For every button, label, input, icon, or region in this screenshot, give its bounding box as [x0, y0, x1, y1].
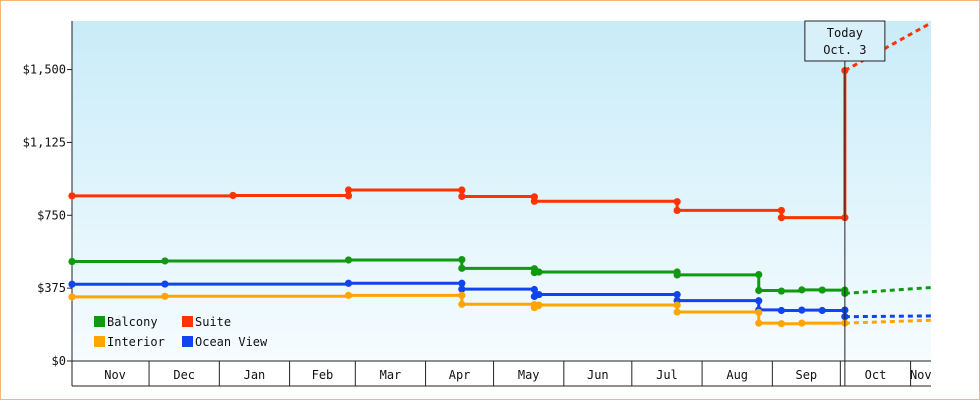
y-tick-label: $1,500: [23, 63, 66, 77]
ocean-view-data-point: [161, 280, 169, 288]
interior-data-point: [673, 308, 681, 316]
balcony-data-point: [458, 255, 466, 264]
balcony-data-point: [161, 257, 169, 265]
today-date-label: Oct. 3: [823, 43, 866, 57]
balcony-data-point: [818, 286, 826, 294]
ocean-view-data-point: [798, 306, 806, 314]
today-callout: [804, 20, 886, 62]
x-tick-label: Apr: [449, 368, 471, 382]
x-tick-label: Jul: [656, 368, 678, 382]
legend-swatch-interior: [94, 336, 105, 347]
suite-data-point: [673, 206, 681, 215]
balcony-data-point: [458, 264, 466, 272]
ocean-view-data-point: [68, 280, 76, 288]
x-tick-label: Nov: [910, 368, 932, 382]
interior-data-point: [535, 301, 543, 309]
today-label: Today: [827, 26, 863, 40]
suite-data-point: [344, 192, 353, 200]
x-tick-label: May: [518, 368, 540, 382]
x-tick-label: Sep: [795, 368, 817, 382]
legend-label-balcony: Balcony: [107, 315, 158, 329]
suite-data-point: [777, 206, 786, 215]
ocean-view-data-point: [344, 279, 353, 287]
legend-swatch-suite: [182, 316, 193, 327]
suite-data-point: [530, 197, 538, 205]
balcony-data-point: [777, 287, 786, 295]
suite-projection-line: [844, 21, 932, 72]
interior-data-point: [344, 291, 353, 299]
ocean-view-data-point: [777, 306, 786, 315]
y-tick-label: $375: [37, 281, 66, 295]
suite-data-point: [458, 186, 466, 194]
ocean-view-data-point: [535, 290, 543, 299]
balcony-data-point: [755, 270, 763, 279]
x-tick-label: Oct: [865, 368, 887, 382]
interior-data-point: [798, 319, 806, 327]
interior-data-point: [777, 320, 786, 328]
ocean-view-data-point: [458, 279, 466, 287]
suite-data-point: [673, 198, 681, 206]
ocean-view-data-point: [530, 285, 538, 294]
y-tick-label: $750: [37, 208, 66, 222]
x-tick-label: Mar: [380, 368, 402, 382]
interior-data-point: [458, 300, 466, 308]
suite-data-point: [68, 192, 76, 200]
balcony-data-point: [755, 286, 763, 295]
y-tick-label: $1,125: [23, 135, 66, 149]
legend-label-interior: Interior: [107, 335, 165, 349]
interior-data-point: [673, 301, 681, 309]
interior-data-point: [161, 292, 169, 300]
interior-data-point: [755, 319, 763, 327]
legend-swatch-ocean-view: [182, 336, 193, 347]
x-tick-label: Feb: [312, 368, 334, 382]
x-tick-label: Nov: [104, 368, 126, 382]
interior-data-point: [458, 291, 466, 299]
suite-data-point: [229, 191, 237, 200]
legend-label-ocean-view: Ocean View: [195, 335, 268, 349]
ocean-view-data-point: [458, 285, 466, 293]
interior-data-point: [755, 308, 763, 317]
balcony-data-point: [535, 268, 543, 276]
legend-swatch-balcony: [94, 316, 105, 327]
balcony-data-point: [68, 257, 76, 266]
x-tick-label: Jun: [587, 368, 609, 382]
legend-label-suite: Suite: [195, 315, 231, 329]
x-tick-label: Dec: [173, 368, 195, 382]
ocean-view-data-point: [818, 306, 826, 315]
balcony-data-point: [673, 271, 681, 279]
balcony-data-point: [344, 256, 353, 264]
ocean-view-data-point: [673, 290, 681, 299]
suite-data-point: [458, 192, 466, 201]
ocean-view-data-point: [755, 297, 763, 305]
interior-data-point: [68, 293, 76, 301]
balcony-data-point: [798, 286, 806, 294]
suite-data-point: [344, 186, 353, 194]
x-tick-label: Aug: [726, 368, 748, 382]
y-tick-label: $0: [52, 354, 66, 368]
suite-data-point: [777, 214, 786, 222]
x-tick-label: Jan: [244, 368, 266, 382]
